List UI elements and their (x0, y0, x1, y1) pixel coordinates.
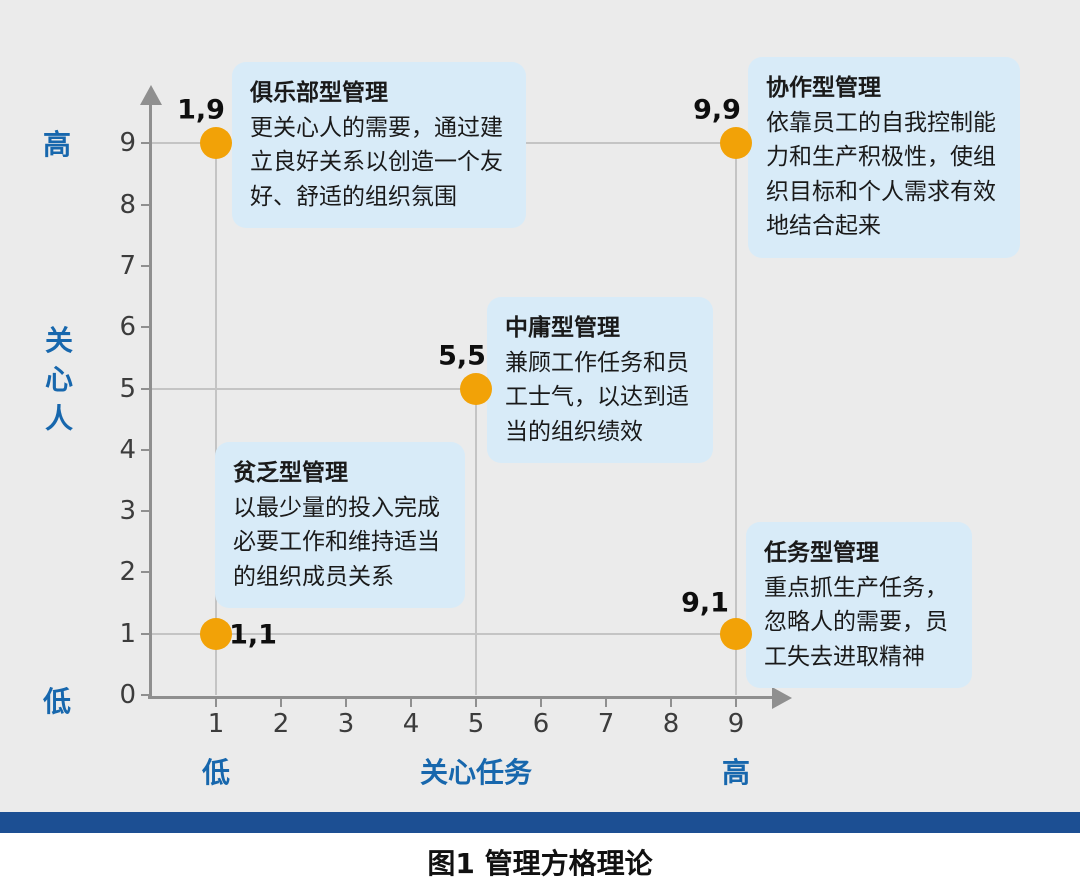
x-tick-label: 8 (662, 709, 680, 739)
bottom-divider-bar (0, 812, 1080, 833)
callout-task-management: 任务型管理重点抓生产任务，忽略人的需要，员工失去进取精神 (746, 522, 972, 688)
x-tick-label: 9 (727, 709, 745, 739)
callout-body: 重点抓生产任务，忽略人的需要，员工失去进取精神 (764, 574, 948, 670)
x-tick-mark (215, 699, 217, 707)
y-tick-label: 2 (119, 557, 136, 588)
x-tick-label: 1 (207, 709, 225, 739)
x-tick-label: 7 (597, 709, 615, 739)
x-tick-mark (605, 699, 607, 707)
x-axis-title: 关心任务 (419, 756, 533, 789)
x-tick-mark (670, 699, 672, 707)
y-axis-low-label: 低 (42, 685, 72, 718)
x-axis-arrow-icon (772, 687, 792, 709)
x-tick-label: 2 (272, 709, 290, 739)
data-point-dot (460, 372, 492, 405)
x-tick-mark (280, 699, 282, 707)
x-tick-mark (735, 699, 737, 707)
gridline (151, 632, 736, 635)
data-point-dot (720, 127, 752, 160)
x-tick-mark (410, 699, 412, 707)
y-tick-label: 1 (119, 618, 136, 649)
y-tick-label: 6 (119, 312, 136, 343)
y-tick-mark (141, 694, 149, 696)
point-coordinate-label: 5,5 (438, 340, 486, 371)
x-tick-label: 6 (532, 709, 550, 739)
y-tick-label: 7 (119, 250, 136, 281)
callout-body: 更关心人的需要，通过建立良好关系以创造一个友好、舒适的组织氛围 (250, 114, 503, 210)
callout-impoverished-management: 贫乏型管理以最少量的投入完成必要工作和维持适当的组织成员关系 (215, 442, 465, 608)
data-point-dot (720, 617, 752, 650)
y-axis-arrow-icon (140, 85, 162, 105)
points-layer: 1,9 9,9 5,5 1,1 9,1 (177, 94, 752, 651)
y-tick-mark (141, 203, 149, 206)
gridline (735, 143, 737, 695)
x-tick-label: 3 (337, 709, 355, 739)
callout-title: 协作型管理 (766, 75, 881, 101)
figure-caption: 图1 管理方格理论 (0, 833, 1080, 891)
point-coordinate-label: 1,9 (177, 94, 225, 126)
y-axis (149, 104, 152, 699)
callout-title: 中庸型管理 (505, 315, 620, 341)
callout-body: 以最少量的投入完成必要工作和维持适当的组织成员关系 (233, 494, 440, 590)
callout-title: 贫乏型管理 (233, 460, 348, 486)
callouts-layer: 俱乐部型管理更关心人的需要，通过建立良好关系以创造一个友好、舒适的组织氛围 协作型… (215, 57, 1020, 688)
gridline (151, 387, 476, 390)
gridline (475, 388, 477, 695)
y-axis-title: 关心人 (41, 325, 74, 443)
callout-team-management: 协作型管理依靠员工的自我控制能力和生产积极性，使组织目标和个人需求有效地结合起来 (748, 57, 1020, 258)
callout-body: 兼顾工作任务和员工士气，以达到适当的组织绩效 (505, 349, 689, 445)
chart-area: 1 2 3 4 5 6 7 8 9 0 1 2 3 4 5 6 7 8 9 俱乐部型管理更关心人的需要，通过建立良好… (0, 0, 1080, 812)
callout-middle-of-road-management: 中庸型管理兼顾工作任务和员工士气，以达到适当的组织绩效 (487, 297, 713, 463)
point-coordinate-label: 9,9 (693, 94, 741, 126)
y-tick-label: 8 (119, 189, 136, 220)
y-tick-mark (141, 142, 149, 145)
point-coordinate-label: 9,1 (681, 587, 729, 619)
y-tick-mark (141, 264, 149, 267)
x-tick-label: 5 (467, 709, 485, 739)
y-tick-label: 5 (119, 373, 136, 404)
data-point-dot (200, 127, 232, 160)
y-tick-mark (141, 632, 149, 635)
y-tick-mark (141, 571, 149, 574)
x-axis-high-label: 高 (721, 756, 751, 789)
y-tick-label: 3 (119, 496, 136, 527)
callout-title: 俱乐部型管理 (250, 80, 388, 106)
callout-body: 依靠员工的自我控制能力和生产积极性，使组织目标和个人需求有效地结合起来 (766, 109, 996, 240)
y-tick-label: 9 (119, 128, 136, 159)
y-axis-high-label: 高 (42, 128, 72, 161)
y-tick-mark (141, 326, 149, 329)
x-axis (148, 696, 772, 699)
y-tick-mark (141, 448, 149, 451)
x-tick-label: 4 (402, 709, 420, 739)
y-tick-label: 0 (119, 680, 136, 710)
callout-title: 任务型管理 (764, 540, 879, 566)
callout-country-club-management: 俱乐部型管理更关心人的需要，通过建立良好关系以创造一个友好、舒适的组织氛围 (232, 62, 526, 228)
x-tick-mark (475, 699, 477, 707)
y-tick-mark (141, 387, 149, 390)
y-tick-label: 4 (119, 434, 136, 465)
x-tick-mark (345, 699, 347, 707)
x-axis-low-label: 低 (201, 756, 231, 789)
y-tick-mark (141, 510, 149, 513)
point-coordinate-label: 1,1 (229, 619, 277, 651)
ticks-layer: 1 2 3 4 5 6 7 8 9 0 1 2 3 4 5 6 7 8 9 (119, 128, 745, 739)
x-tick-mark (540, 699, 542, 707)
gridline (215, 143, 217, 695)
data-point-dot (200, 617, 232, 650)
